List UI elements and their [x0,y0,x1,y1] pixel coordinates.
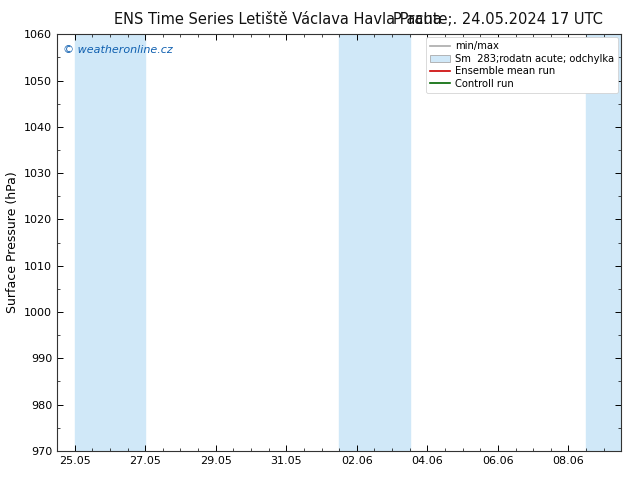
Y-axis label: Surface Pressure (hPa): Surface Pressure (hPa) [6,172,18,314]
Legend: min/max, Sm  283;rodatn acute; odchylka, Ensemble mean run, Controll run: min/max, Sm 283;rodatn acute; odchylka, … [426,37,618,93]
Text: ENS Time Series Letiště Václava Havla Praha: ENS Time Series Letiště Václava Havla Pr… [114,12,442,27]
Bar [586,34,621,451]
Text: P acute;. 24.05.2024 17 UTC: P acute;. 24.05.2024 17 UTC [393,12,603,27]
Bar [339,34,410,451]
Text: © weatheronline.cz: © weatheronline.cz [63,45,172,55]
Bar [75,34,145,451]
